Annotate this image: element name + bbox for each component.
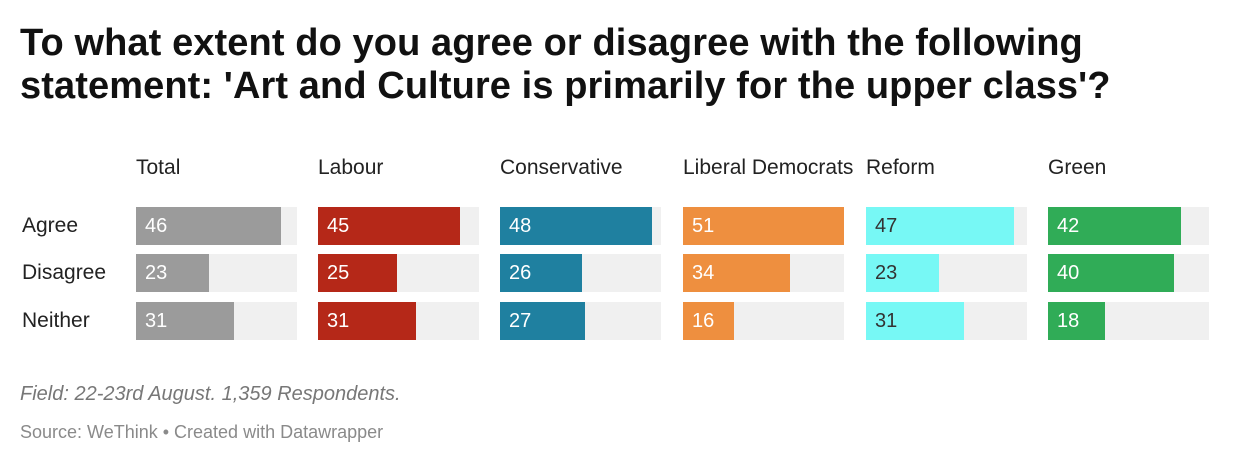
bar-value-green-agree: 42 bbox=[1057, 214, 1080, 237]
bar-track-total-disagree: 23 bbox=[136, 254, 297, 292]
chart-source: Source: WeThink • Created with Datawrapp… bbox=[20, 422, 384, 442]
bar-total-disagree bbox=[136, 254, 209, 292]
bar-value-liberal-democrats-neither: 16 bbox=[692, 309, 715, 332]
bar-green-neither bbox=[1048, 302, 1105, 340]
chart-title: To what extent do you agree or disagree … bbox=[20, 22, 1111, 107]
bar-total-neither bbox=[136, 302, 234, 340]
bar-total-agree bbox=[136, 207, 281, 245]
row-label-neither: Neither bbox=[22, 309, 90, 332]
bar-labour-neither bbox=[318, 302, 416, 340]
bar-track-labour-agree: 45 bbox=[318, 207, 479, 245]
bar-reform-disagree bbox=[866, 254, 939, 292]
column-header-labour: Labour bbox=[318, 155, 384, 179]
bar-value-green-neither: 18 bbox=[1057, 309, 1080, 332]
bar-value-labour-agree: 45 bbox=[327, 214, 350, 237]
bar-labour-disagree bbox=[318, 254, 397, 292]
bar-conservative-disagree bbox=[500, 254, 582, 292]
bar-value-reform-agree: 47 bbox=[875, 214, 898, 237]
bar-track-conservative-agree: 48 bbox=[500, 207, 661, 245]
bar-conservative-agree bbox=[500, 207, 652, 245]
bar-reform-neither bbox=[866, 302, 964, 340]
bar-track-green-neither: 18 bbox=[1048, 302, 1209, 340]
bar-liberal-democrats-disagree bbox=[683, 254, 790, 292]
bar-conservative-neither bbox=[500, 302, 585, 340]
column-header-green: Green bbox=[1048, 155, 1107, 179]
bar-track-reform-disagree: 23 bbox=[866, 254, 1027, 292]
bar-green-disagree bbox=[1048, 254, 1174, 292]
bar-value-labour-neither: 31 bbox=[327, 309, 350, 332]
bar-value-reform-neither: 31 bbox=[875, 309, 898, 332]
bar-track-total-agree: 46 bbox=[136, 207, 297, 245]
bar-liberal-democrats-agree bbox=[683, 207, 844, 245]
column-header-conservative: Conservative bbox=[500, 155, 623, 179]
bar-track-liberal-democrats-disagree: 34 bbox=[683, 254, 844, 292]
bar-value-green-disagree: 40 bbox=[1057, 261, 1080, 284]
bar-liberal-democrats-neither bbox=[683, 302, 734, 340]
bar-value-total-disagree: 23 bbox=[145, 261, 168, 284]
bar-track-liberal-democrats-neither: 16 bbox=[683, 302, 844, 340]
bar-value-total-agree: 46 bbox=[145, 214, 168, 237]
row-label-agree: Agree bbox=[22, 214, 79, 237]
bar-track-liberal-democrats-agree: 51 bbox=[683, 207, 844, 245]
bar-track-green-agree: 42 bbox=[1048, 207, 1209, 245]
bar-track-reform-agree: 47 bbox=[866, 207, 1027, 245]
bar-value-reform-disagree: 23 bbox=[875, 261, 898, 284]
bar-value-labour-disagree: 25 bbox=[327, 261, 350, 284]
bar-track-labour-disagree: 25 bbox=[318, 254, 479, 292]
bar-track-labour-neither: 31 bbox=[318, 302, 479, 340]
bar-track-green-disagree: 40 bbox=[1048, 254, 1209, 292]
chart-notes: Field: 22-23rd August. 1,359 Respondents… bbox=[20, 383, 401, 405]
bar-track-reform-neither: 31 bbox=[866, 302, 1027, 340]
bar-value-conservative-agree: 48 bbox=[509, 214, 532, 237]
bar-track-conservative-neither: 27 bbox=[500, 302, 661, 340]
row-label-disagree: Disagree bbox=[22, 261, 107, 284]
bar-value-conservative-disagree: 26 bbox=[509, 261, 532, 284]
bar-track-conservative-disagree: 26 bbox=[500, 254, 661, 292]
column-header-reform: Reform bbox=[866, 155, 935, 179]
bar-labour-agree bbox=[318, 207, 460, 245]
bar-value-liberal-democrats-agree: 51 bbox=[692, 214, 715, 237]
bar-value-conservative-neither: 27 bbox=[509, 309, 532, 332]
column-header-total: Total bbox=[136, 155, 181, 179]
bar-track-total-neither: 31 bbox=[136, 302, 297, 340]
column-header-liberal-democrats: Liberal Democrats bbox=[683, 155, 854, 179]
bar-green-agree bbox=[1048, 207, 1181, 245]
bar-reform-agree bbox=[866, 207, 1014, 245]
bar-value-total-neither: 31 bbox=[145, 309, 168, 332]
bar-value-liberal-democrats-disagree: 34 bbox=[692, 261, 715, 284]
